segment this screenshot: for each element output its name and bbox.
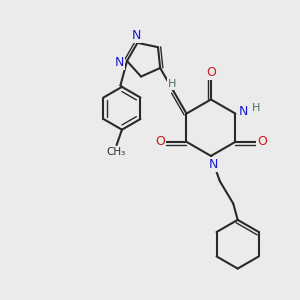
Text: N: N [131,29,141,42]
Text: H: H [168,79,176,89]
Text: N: N [239,105,248,118]
Text: O: O [206,66,216,79]
Text: O: O [155,135,165,148]
Text: N: N [115,56,124,69]
Text: H: H [251,103,260,113]
Text: O: O [257,135,267,148]
Text: N: N [208,158,218,171]
Text: CH₃: CH₃ [106,147,126,157]
